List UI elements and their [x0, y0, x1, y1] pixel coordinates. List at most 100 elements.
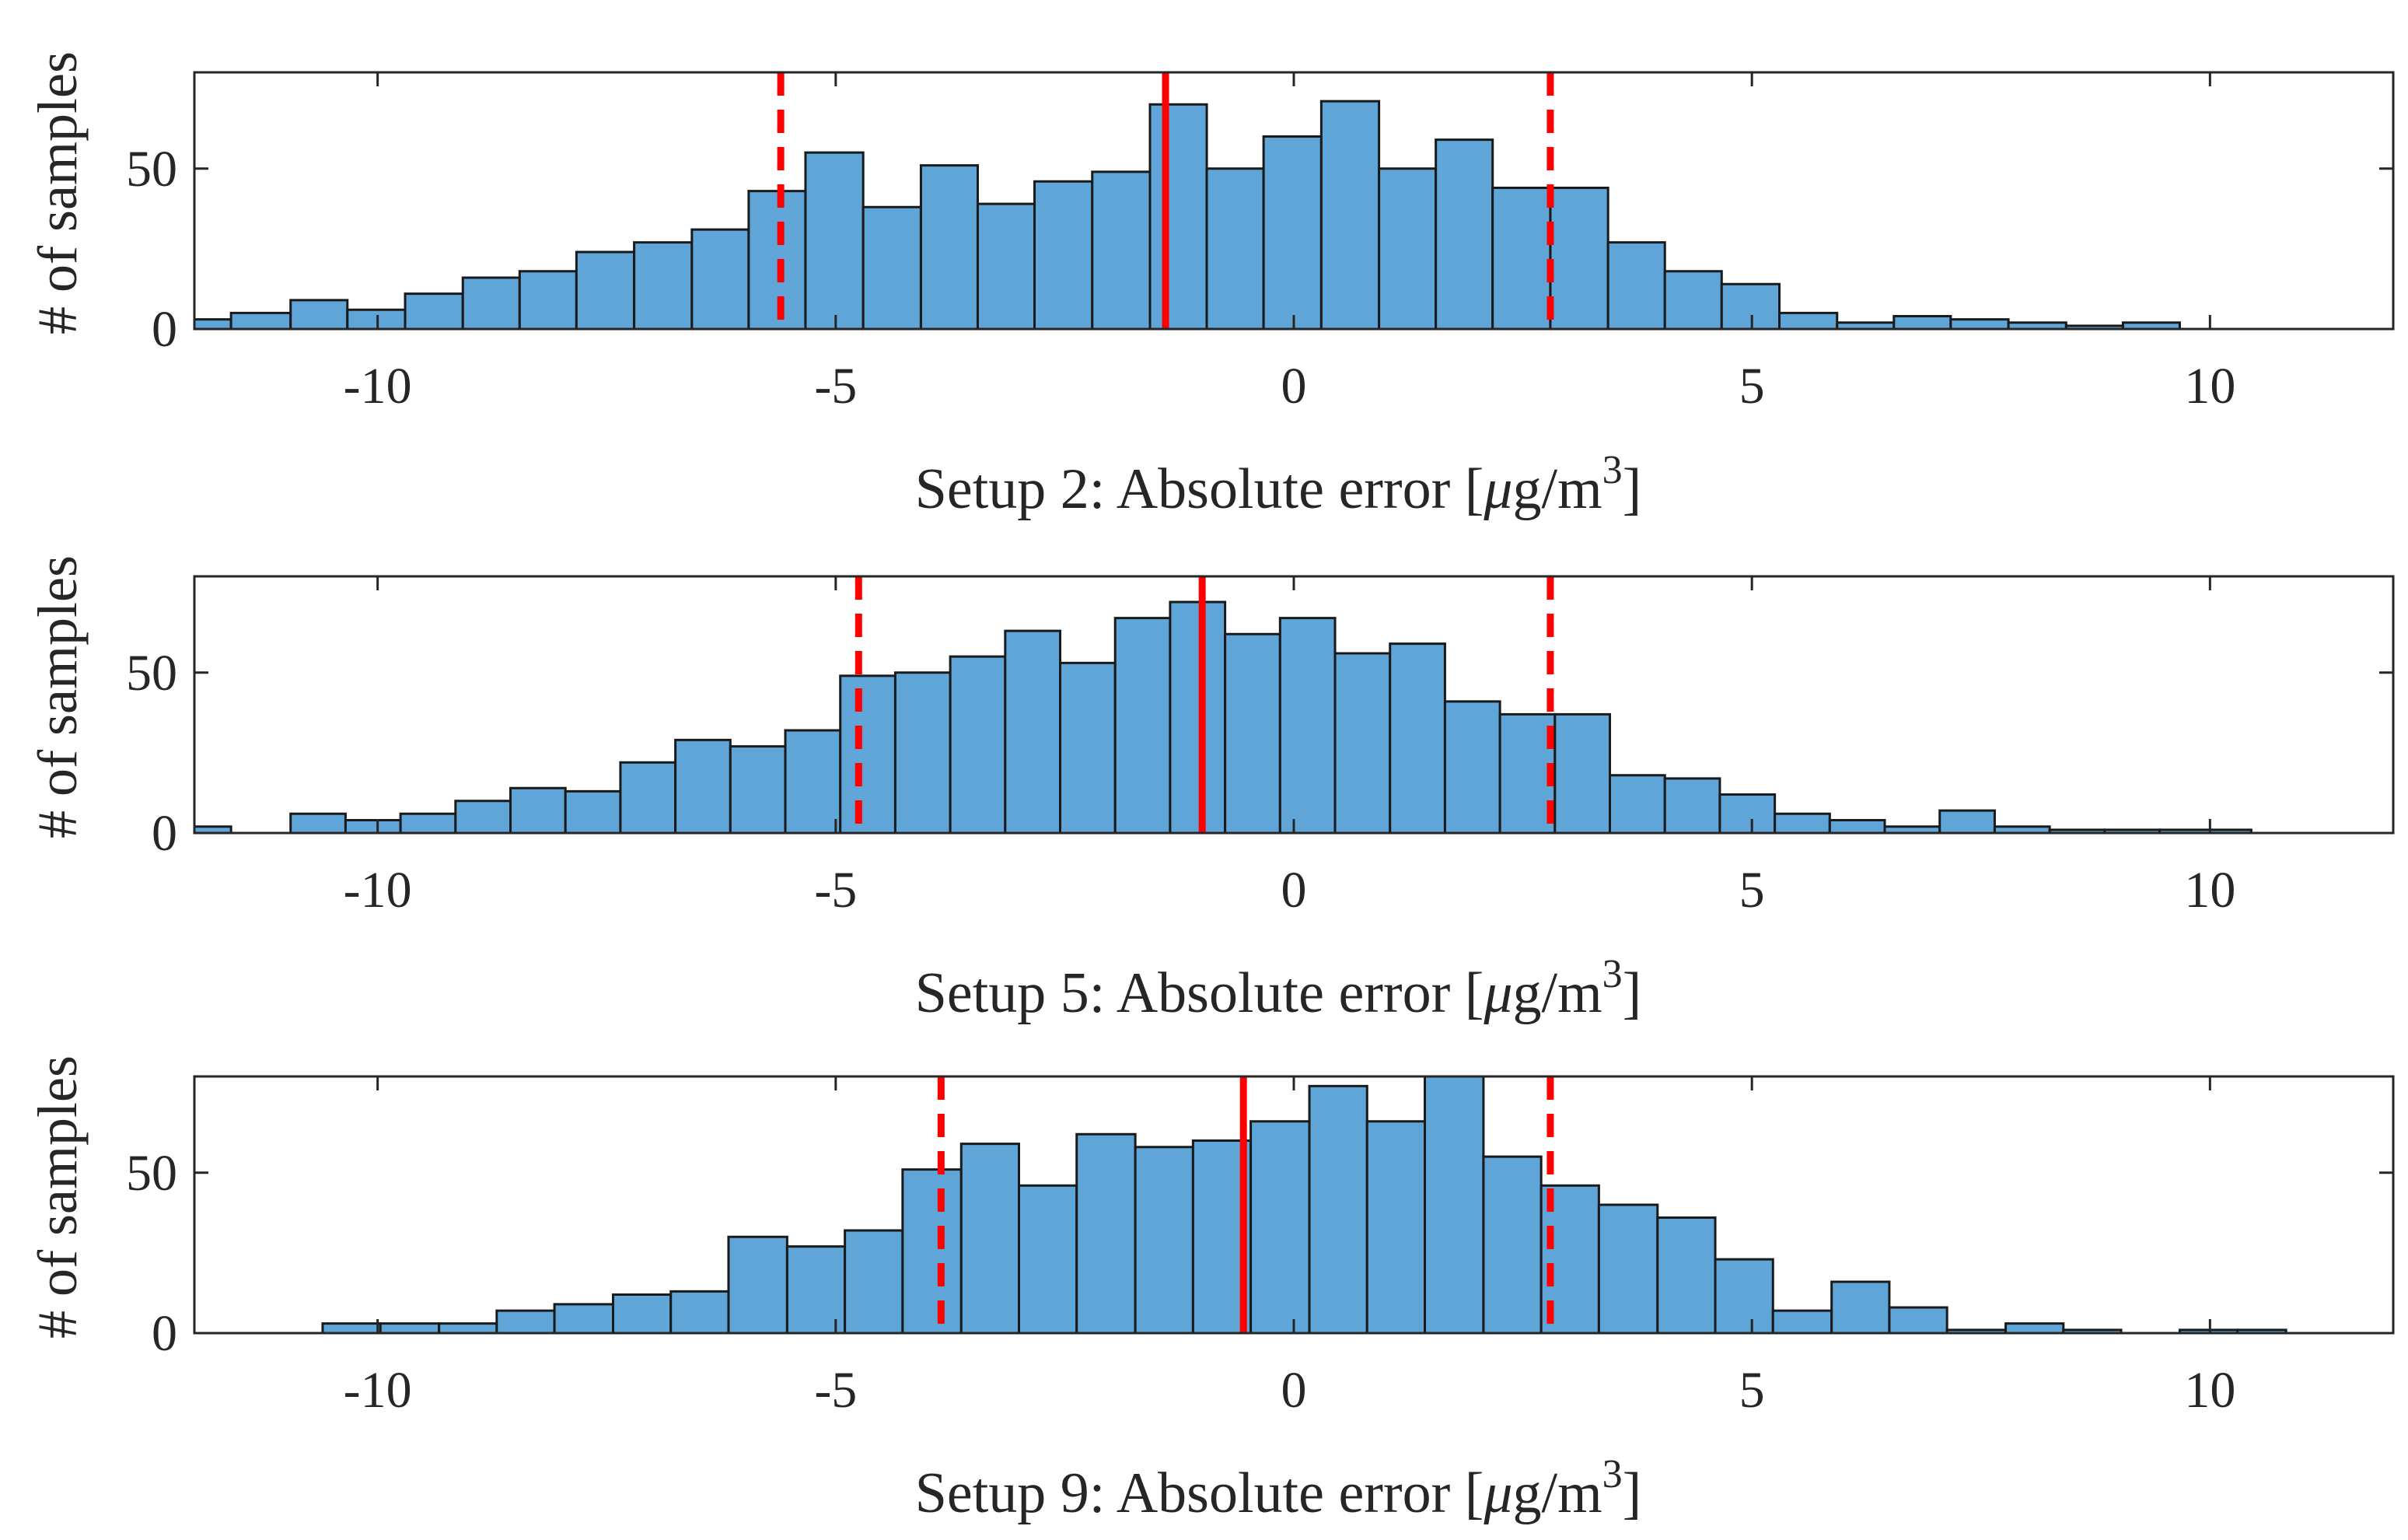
histogram-bar [321, 1322, 382, 1333]
y-axis-label: # of samples [26, 51, 89, 334]
histogram-bar [1609, 774, 1666, 833]
histogram-bar [804, 151, 865, 329]
histogram-bar [344, 819, 402, 833]
histogram-bar [1663, 777, 1721, 833]
histogram-bar [379, 1322, 441, 1333]
histogram-bar [959, 1143, 1021, 1333]
panel-setup-9: -10 -5 0 5 10 0 50 # of samples Setup 9: Absolut… [26, 1055, 2395, 1525]
x-tick-label: 10 [2184, 862, 2235, 919]
x-axis-label-bracket: ] [1623, 961, 1642, 1025]
histogram-bar [553, 1303, 614, 1333]
histogram-bar [1169, 600, 1227, 833]
x-axis-label: Setup 2: Absolute error [μg/m3] [915, 448, 1642, 521]
x-axis-label-text: Setup 9: Absolute error [ [915, 1461, 1484, 1525]
panel-setup-5: -10 -5 0 5 10 0 50 # of samples Setup 5: Absolut… [26, 555, 2395, 1025]
histogram-bar [518, 270, 578, 329]
histogram-bar [575, 250, 636, 329]
histogram-bar [633, 241, 694, 329]
histogram-bar [2158, 828, 2252, 833]
x-tick-label: -5 [814, 862, 857, 919]
histogram-bar [461, 276, 521, 329]
x-tick-label: 0 [1281, 862, 1307, 919]
histogram-bar [1774, 812, 1831, 833]
x-tick-label: -10 [344, 862, 412, 919]
histogram-bar [611, 1293, 673, 1333]
histogram-bar [844, 1229, 904, 1333]
histogram-bar [785, 1245, 847, 1333]
histogram-bar [1319, 100, 1381, 329]
histogram-bar [1091, 170, 1152, 329]
histogram-bar [1720, 282, 1781, 329]
histogram-bar [669, 1290, 730, 1333]
x-tick-label: -10 [344, 358, 412, 415]
histogram-bar [1249, 1120, 1311, 1333]
histogram-bar [1075, 1132, 1137, 1333]
histogram-bar [839, 674, 896, 833]
y-tick-label: 50 [126, 141, 177, 198]
histogram-bar [1134, 1146, 1194, 1333]
histogram-bar [1389, 642, 1446, 833]
histogram-bar [1597, 1203, 1659, 1333]
histogram-bar [729, 745, 787, 833]
plot-area [194, 576, 2252, 833]
histogram-bar [399, 812, 457, 833]
histogram-bar [1033, 180, 1094, 329]
histogram-bar [1888, 1306, 1948, 1333]
x-axis-label-unit: μ [1483, 457, 1512, 521]
x-axis-label-superscript: 3 [1602, 448, 1623, 492]
x-axis-label-unit: μ [1483, 1461, 1512, 1525]
y-axis-label: # of samples [26, 555, 89, 838]
histogram-bar [194, 318, 232, 329]
histogram-bar [438, 1322, 498, 1333]
x-axis-label-text: Setup 2: Absolute error [ [915, 457, 1484, 521]
histogram-bar [1663, 270, 1723, 329]
histogram-bar [1656, 1216, 1717, 1333]
x-axis-label-unit-rest: g/m [1513, 1461, 1602, 1525]
x-axis-label-bracket: ] [1623, 457, 1642, 521]
histogram-bar [674, 738, 732, 833]
histogram-bar [893, 671, 952, 833]
histogram-bar [289, 299, 349, 329]
histogram-bar [1004, 629, 1062, 833]
y-tick-label: 0 [152, 805, 177, 862]
x-tick-label: 0 [1281, 1362, 1307, 1419]
histogram-bar [1278, 617, 1337, 833]
x-axis-label: Setup 5: Absolute error [μg/m3] [915, 952, 1642, 1025]
histogram-bar [1205, 167, 1265, 329]
histogram-bar [690, 228, 750, 329]
x-axis-label-unit-rest: g/m [1513, 961, 1602, 1025]
x-axis-label-text: Setup 5: Absolute error [ [915, 961, 1484, 1025]
x-axis-label-unit: μ [1483, 961, 1512, 1025]
x-axis-label-superscript: 3 [1602, 1452, 1623, 1496]
histogram-bar [1553, 712, 1612, 833]
histogram-bar [1949, 318, 2010, 329]
histogram-bar [1491, 187, 1552, 329]
histogram-bar [919, 164, 979, 329]
histogram-bar [1549, 187, 1609, 329]
histogram-bar [404, 292, 464, 329]
plot-area [321, 1076, 2287, 1333]
histogram-bar [564, 789, 622, 833]
histogram-bar [1308, 1084, 1368, 1333]
histogram-bar [949, 655, 1007, 833]
histogram-bar [901, 1168, 963, 1333]
histogram-bar [1435, 138, 1494, 329]
histogram-bar [1224, 632, 1281, 833]
histogram-bar [1148, 103, 1208, 329]
y-tick-label: 50 [126, 645, 177, 702]
histogram-bar [1718, 793, 1777, 833]
histogram-bar [784, 729, 842, 833]
histogram-bar [976, 202, 1036, 329]
histogram-bar [2236, 1328, 2287, 1333]
x-tick-label: 10 [2184, 358, 2235, 415]
histogram-bar [1778, 311, 1839, 329]
histogram-bar [1424, 1076, 1485, 1333]
histogram-bar [1113, 617, 1172, 833]
histogram-bar [861, 205, 922, 329]
histogram-bar [1892, 315, 1952, 329]
x-tick-label: 0 [1281, 358, 1307, 415]
histogram-bar [1482, 1155, 1543, 1333]
histogram-bar [1018, 1184, 1078, 1333]
histogram-bar [289, 812, 347, 833]
